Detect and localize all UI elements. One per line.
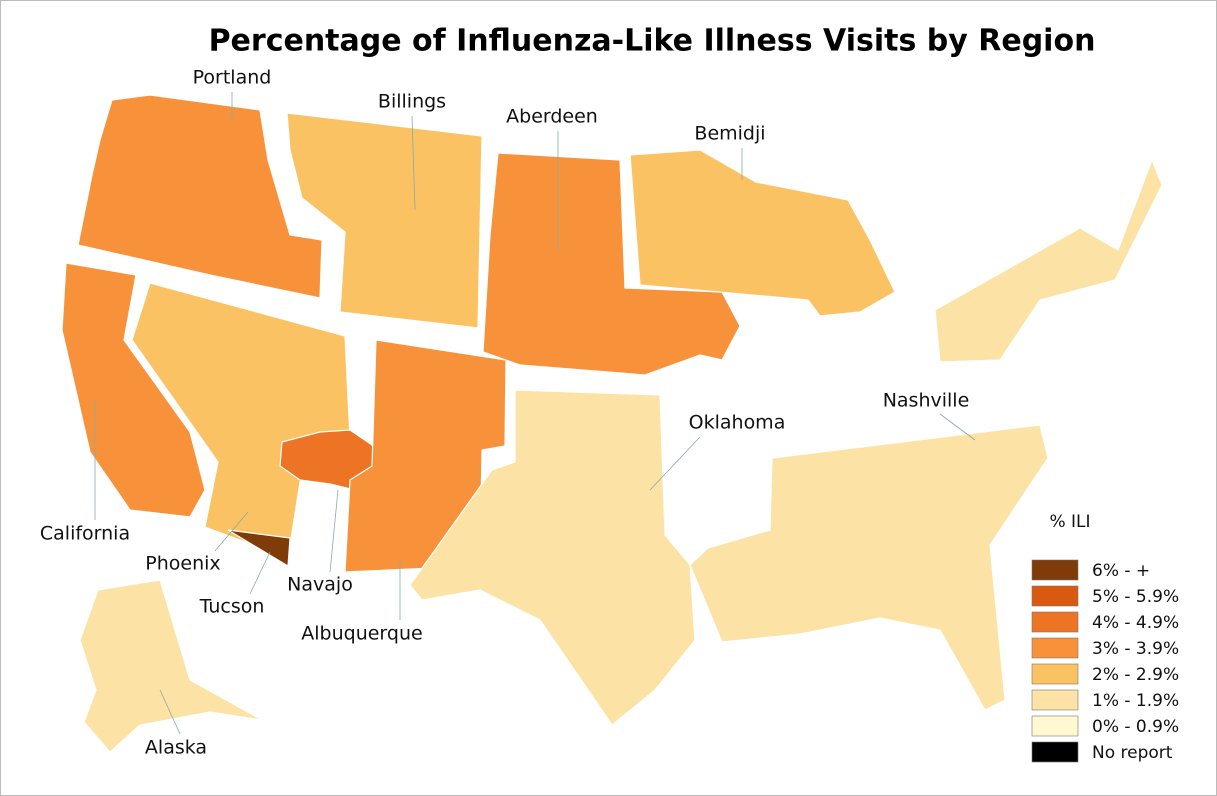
leader-line (649, 436, 701, 491)
leader-line (249, 551, 271, 595)
region-label: Bemidji (694, 123, 765, 145)
legend-swatch (1031, 663, 1079, 685)
legend-swatch (1031, 715, 1079, 737)
leader-line (329, 489, 339, 573)
legend-label: 1% - 1.9% (1092, 691, 1179, 711)
region-shape (409, 389, 696, 726)
region-label: Phoenix (145, 553, 220, 575)
region-label: Alaska (145, 737, 207, 759)
region-labels: Portland Billings Aberdeen Bemidji Californi… (40, 67, 976, 759)
legend-label: 0% - 0.9% (1092, 717, 1179, 737)
region-shape (689, 158, 1163, 711)
region-shape (482, 152, 741, 376)
legend-label: 5% - 5.9% (1092, 587, 1179, 607)
legend-swatch (1031, 689, 1079, 711)
leader-line (214, 511, 249, 552)
region-shape (77, 94, 323, 299)
legend-label: 4% - 4.9% (1092, 613, 1179, 633)
legend-swatch (1031, 611, 1079, 633)
region-shape (629, 149, 896, 317)
legend-swatch (1031, 741, 1079, 763)
region-label: Portland (193, 67, 272, 89)
legend-label: No report (1092, 743, 1173, 763)
region-shape (79, 579, 263, 753)
legend: % ILI 6% - + 5% - 5.9% 4% - 4.9% 3% - 3.9% 2… (1031, 512, 1179, 763)
region-label: Navajo (287, 574, 353, 596)
leader-line (939, 413, 976, 441)
region-label: Tucson (199, 596, 265, 618)
region-shape (61, 262, 206, 518)
leader-line (159, 689, 181, 735)
legend-label: 2% - 2.9% (1092, 665, 1179, 685)
legend-swatch (1031, 559, 1079, 581)
map-title: Percentage of Influenza-Like Illness Vis… (209, 24, 1096, 59)
region-label: California (40, 523, 130, 545)
leader-line (411, 115, 416, 211)
legend-label: 6% - + (1092, 561, 1150, 581)
region-shape (227, 529, 291, 568)
legend-swatch (1031, 637, 1079, 659)
region-label: Billings (378, 91, 446, 113)
legend-title: % ILI (1049, 512, 1090, 532)
legend-label: 3% - 3.9% (1092, 639, 1179, 659)
region-label: Albuquerque (301, 623, 422, 645)
region-label: Aberdeen (506, 106, 598, 128)
legend-swatch (1031, 585, 1079, 607)
region-shape (286, 112, 483, 329)
regions (61, 94, 1163, 753)
region-label: Oklahoma (689, 412, 786, 434)
region-label: Nashville (883, 390, 970, 412)
